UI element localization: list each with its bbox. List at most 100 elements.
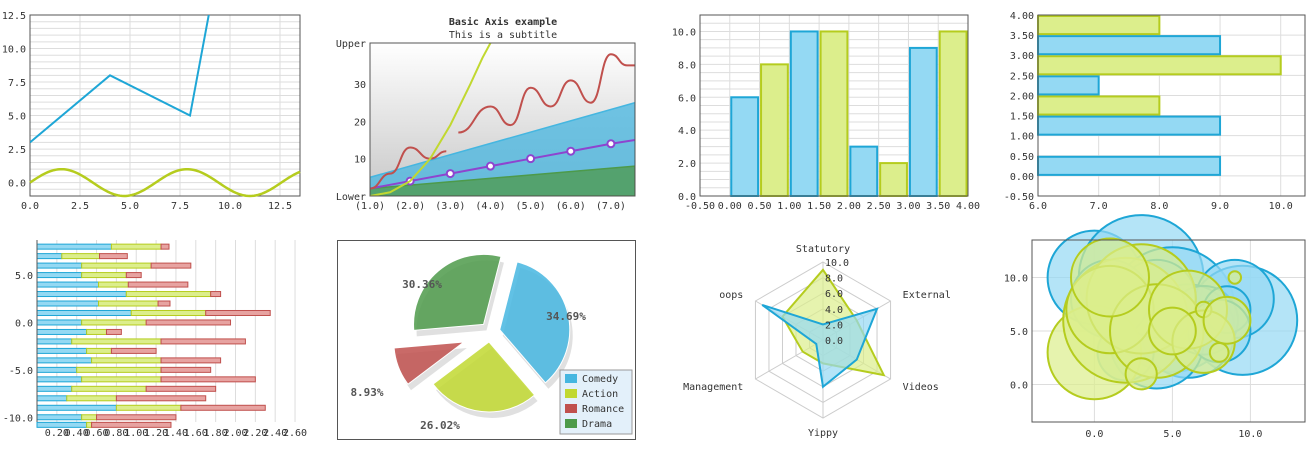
bubble	[1227, 270, 1243, 285]
stacked-bar-segment	[91, 357, 162, 364]
y-tick-lower: Lower	[336, 192, 366, 203]
x-tick-label: 10.0	[218, 201, 242, 212]
y-tick-label: 2.5	[8, 145, 26, 156]
stacked-bar-segment	[81, 272, 127, 279]
stacked-bar-segment	[160, 357, 222, 364]
y-tick-label: 0.0	[678, 192, 696, 203]
x-tick-label: 6.0	[1029, 201, 1047, 212]
x-tick-label: 0.20	[45, 428, 69, 439]
chart-1-line: 0.0 2.5 5.0 7.5 10.0 12.5 0.0 2.5 5.0 7.5 10.0 12.5	[0, 0, 310, 220]
legend-swatch	[565, 374, 577, 383]
radar-axis-label: Videos	[903, 382, 939, 393]
x-tick-label: (6.0)	[556, 201, 586, 212]
stacked-bar-segment	[61, 253, 101, 260]
series-line-green	[29, 167, 301, 198]
bar	[938, 30, 968, 198]
legend-swatch	[565, 389, 577, 398]
x-tick-label: 3.00	[896, 201, 920, 212]
bar	[1037, 155, 1222, 176]
y-tick-label: 4.0	[678, 126, 696, 137]
legend-label: Comedy	[582, 374, 618, 385]
stacked-bar-segment	[36, 421, 88, 428]
x-tick-label: 7.0	[1090, 201, 1108, 212]
x-tick-label: 5.0	[1163, 429, 1181, 440]
y-tick-label: 3.00	[1010, 51, 1034, 62]
bubble	[1208, 342, 1230, 363]
pie-slice-label: 30.36%	[402, 278, 442, 291]
bar	[1037, 95, 1161, 116]
radar-axis-label: External	[903, 290, 951, 301]
legend-label: Romance	[582, 404, 624, 415]
pie-slice	[413, 253, 502, 331]
plot-frame	[1031, 239, 1306, 423]
stacked-bar-segment	[160, 366, 212, 373]
stacked-bar-segment	[96, 414, 177, 421]
x-tick-label: 1.40	[164, 428, 188, 439]
stacked-bar-segment	[160, 243, 170, 250]
stacked-bar-segment	[86, 347, 112, 354]
stacked-bar-segment	[36, 300, 100, 307]
chart-5-canvas: 0.200.400.600.801.001.201.401.601.802.00…	[3, 240, 307, 439]
legend-label: Action	[582, 389, 618, 400]
stacked-bar-segment	[36, 347, 88, 354]
stacked-bar-segment	[36, 291, 127, 298]
wave-series	[370, 146, 447, 190]
x-tick-label: 2.50	[867, 201, 891, 212]
y-tick-label: 10.0	[2, 45, 26, 56]
chart-7-canvas: Statutory External Videos Yippy Management oo…	[683, 244, 951, 439]
x-tick-label: 9.0	[1211, 201, 1229, 212]
x-tick-label: 2.5	[71, 201, 89, 212]
stacked-bar-segment	[115, 404, 182, 411]
bubble	[1124, 357, 1158, 391]
stacked-bar-segment	[115, 395, 207, 402]
stacked-bar-segment	[91, 421, 172, 428]
y-tick-label: 7.5	[8, 78, 26, 89]
x-tick-label: 1.20	[144, 428, 168, 439]
x-tick-label: 0.60	[85, 428, 109, 439]
y-tick-upper: Upper	[336, 39, 366, 50]
y-tick-label: 0.0	[8, 179, 26, 190]
y-tick-label: -10.0	[3, 413, 33, 424]
chart-5-stacked-hbars: 0.20 0.40 0.60 0.80 1.00 1.20 1.40 1.60 1.80 2.00…	[0, 232, 315, 453]
y-tick-label: 1.50	[1010, 112, 1034, 123]
x-tick-label: 0.50	[748, 201, 772, 212]
marker-point	[526, 154, 536, 164]
stacked-bar-segment	[81, 319, 147, 326]
chart-4-canvas: 6.0 7.0 8.0 9.0 10.0 -0.50 0.00 0.50 1.00 1.50 2.0…	[1004, 11, 1306, 212]
stacked-bar-segment	[36, 309, 132, 316]
stacked-bar-segment	[105, 328, 122, 335]
x-tick-label: (3.0)	[435, 201, 465, 212]
chart-7-radar: Statutory External Videos Yippy Management oo…	[660, 232, 980, 453]
stacked-bar-segment	[36, 338, 73, 345]
stacked-bar-segment	[125, 291, 212, 298]
x-tick-label: (2.0)	[395, 201, 425, 212]
stacked-bar-segment	[130, 309, 207, 316]
y-tick-label: 2.50	[1010, 71, 1034, 82]
stacked-bar-segment	[110, 243, 162, 250]
stacked-bar-segment	[86, 328, 107, 335]
x-tick-label: 0.0	[21, 201, 39, 212]
marker-point	[445, 169, 455, 179]
y-tick-label: 5.0	[8, 112, 26, 123]
x-tick-label: 5.0	[121, 201, 139, 212]
x-tick-label: (7.0)	[596, 201, 626, 212]
bar	[789, 30, 819, 198]
bar	[1037, 75, 1100, 96]
pie-slice	[432, 341, 536, 413]
stacked-bar-segment	[36, 281, 100, 288]
radar-tick-label: 10.0	[825, 258, 849, 269]
radar-axis-label: Statutory	[796, 244, 850, 255]
stacked-bar-segment	[36, 366, 78, 373]
stacked-bar-segment	[36, 243, 112, 250]
marker-point	[485, 161, 495, 171]
chart-2-basic-axis: Basic Axis example This is a subtitle (1…	[325, 0, 645, 220]
stacked-bar-segment	[98, 281, 129, 288]
stacked-bar-segment	[36, 357, 93, 364]
y-tick-label: 2.0	[678, 159, 696, 170]
radar-axis-label: oops	[719, 290, 743, 301]
stacked-bar-segment	[160, 376, 256, 383]
y-tick-label: 0.00	[1010, 172, 1034, 183]
y-tick-label: 8.0	[678, 60, 696, 71]
x-tick-label: 0.0	[1085, 429, 1103, 440]
stacked-bar-segment	[81, 414, 98, 421]
